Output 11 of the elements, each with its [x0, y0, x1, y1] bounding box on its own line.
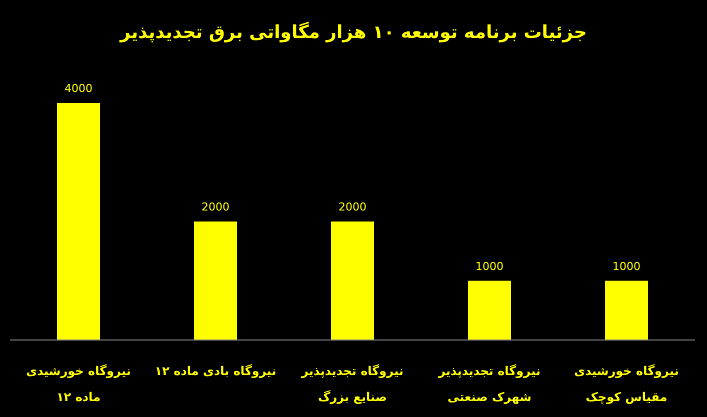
x-tick-label: نیروگاه خورشیدی ماده ۱۲ [25, 363, 132, 406]
x-tick-label: نیروگاه تجدیدپذیر صنایع بزرگ [300, 363, 404, 406]
x-tick-label: نیروگاه تجدیدپذیر شهرک صنعتی [437, 363, 542, 406]
data-label: 1000 [476, 260, 504, 273]
data-label: 2000 [338, 200, 366, 214]
chart-title: جزئیات برنامه توسعه ۱۰ هزار مگاواتی برق تجدیدپذیر [118, 22, 588, 43]
data-label: 1000 [612, 260, 640, 273]
data-label: 4000 [64, 82, 92, 95]
data-label: 2000 [202, 200, 230, 214]
x-tick-label: نیروگاه خورشیدی مقیاس کوچک [573, 363, 680, 406]
x-tick-label: نیروگاه بادی ماده ۱۲ [154, 363, 278, 380]
